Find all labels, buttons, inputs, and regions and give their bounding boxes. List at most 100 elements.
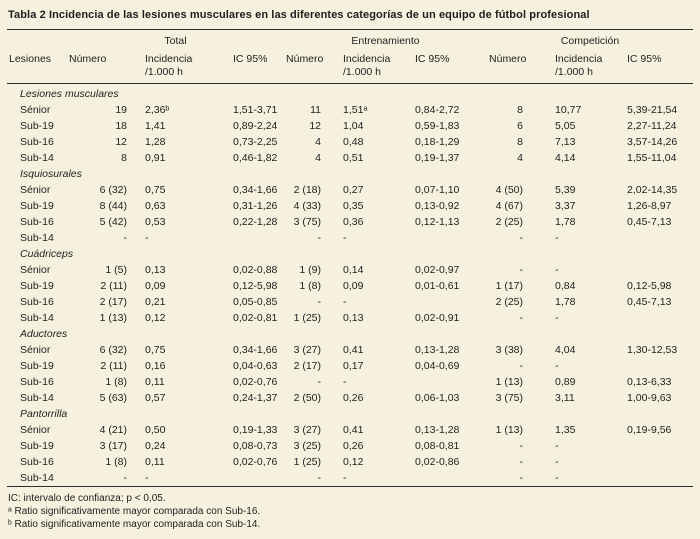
cell-ic95-total: 0,24-1,37 xyxy=(233,391,278,404)
data-row: Sub-19 3 (17) 0,24 0,08-0,73 3 (25) 0,26 0,08-… xyxy=(7,438,693,454)
cell-numero-competicion: 4 (67) xyxy=(495,199,524,212)
cell-incidencia-total: 0,16 xyxy=(145,359,166,372)
data-row: Sub-19 18 1,41 0,89-2,24 12 1,04 0,59-1,83 6 5,0… xyxy=(7,118,693,134)
data-row: Sénior 6 (32) 0,75 0,34-1,66 2 (18) 0,27 0,07-… xyxy=(7,182,693,198)
data-row: Sub-19 8 (44) 0,63 0,31-1,26 4 (33) 0,35 0,13-… xyxy=(7,198,693,214)
cell-numero-entrenamiento: 3 (27) xyxy=(293,423,322,436)
section-row: Cuádriceps xyxy=(7,246,693,262)
cell-incidencia-entrenamiento: 1,04 xyxy=(343,119,364,132)
cell-ic95-competicion: 1,55-11,04 xyxy=(627,151,677,164)
cell-incidencia-entrenamiento: 0,12 xyxy=(343,455,364,468)
cell-incidencia-total: 0,63 xyxy=(145,199,166,212)
cell-ic95-entrenamiento: 0,12-1,13 xyxy=(415,215,460,228)
cell-ic95-total: 0,02-0,81 xyxy=(233,311,278,324)
table-body: Lesiones musculares Sénior 19 2,36ᵇ 1,51-3,7… xyxy=(7,83,693,486)
section-label: Lesiones musculares xyxy=(20,87,119,100)
cell-incidencia-total: 0,75 xyxy=(145,343,166,356)
cell-ic95-entrenamiento xyxy=(411,230,487,246)
data-row: Sub-14 - - - - - - xyxy=(7,230,693,246)
cell-numero-competicion: - xyxy=(519,231,524,244)
cell-incidencia-entrenamiento: - xyxy=(343,471,347,484)
footnote-ic-definition: IC: intervalo de confianza; p < 0,05. xyxy=(8,492,166,504)
cell-incidencia-competicion: 1,78 xyxy=(555,295,576,308)
cell-ic95-competicion: 2,27-11,24 xyxy=(627,119,677,132)
cell-numero-entrenamiento: - xyxy=(317,231,322,244)
category-label: Sénior xyxy=(20,423,51,436)
cell-ic95-entrenamiento: 0,08-0,81 xyxy=(415,439,460,452)
cell-ic95-entrenamiento: 0,04-0,69 xyxy=(415,359,460,372)
cell-ic95-competicion: 0,45-7,13 xyxy=(627,215,672,228)
cell-incidencia-entrenamiento: 0,26 xyxy=(343,439,364,452)
cell-numero-total: 8 (44) xyxy=(99,199,127,212)
data-row: Sub-19 2 (11) 0,09 0,12-5,98 1 (8) 0,09 0,01-0… xyxy=(7,278,693,294)
cell-incidencia-total: 0,75 xyxy=(145,183,166,196)
cell-numero-total: 12 xyxy=(115,135,127,148)
cell-ic95-competicion xyxy=(619,438,693,454)
cell-numero-entrenamiento: 2 (18) xyxy=(293,183,322,196)
cell-ic95-total: 0,12-5,98 xyxy=(233,279,278,292)
column-header-row: Lesiones Número Incidencia /1.000 h IC 9… xyxy=(7,50,694,84)
cell-numero-competicion: 3 (38) xyxy=(495,343,524,356)
cell-numero-competicion: - xyxy=(519,263,524,276)
cell-numero-entrenamiento: 4 (33) xyxy=(293,199,322,212)
cell-ic95-total: 0,46-1,82 xyxy=(233,151,278,164)
cell-ic95-competicion: 2,02-14,35 xyxy=(627,183,678,196)
cell-ic95-entrenamiento: 0,02-0,97 xyxy=(415,263,460,276)
cell-incidencia-competicion: 3,37 xyxy=(555,199,576,212)
cell-ic95-competicion xyxy=(619,230,693,246)
cell-incidencia-total: 1,28 xyxy=(145,135,166,148)
cell-numero-entrenamiento: - xyxy=(317,375,322,388)
cell-incidencia-competicion: 5,39 xyxy=(555,183,576,196)
cell-incidencia-total: 0,91 xyxy=(145,151,166,164)
category-label: Sub-14 xyxy=(20,231,54,244)
cell-numero-total: - xyxy=(123,231,128,244)
cell-ic95-total: 0,89-2,24 xyxy=(233,119,278,132)
cell-incidencia-entrenamiento: 0,27 xyxy=(343,183,364,196)
cell-ic95-total xyxy=(221,470,284,487)
cell-incidencia-total: 0,13 xyxy=(145,263,166,276)
cell-ic95-entrenamiento: 0,84-2,72 xyxy=(415,103,460,116)
cell-incidencia-total: 1,41 xyxy=(145,119,166,132)
cell-incidencia-competicion: - xyxy=(555,231,559,244)
data-row: Sénior 6 (32) 0,75 0,34-1,66 3 (27) 0,41 0,13-… xyxy=(7,342,693,358)
cell-ic95-competicion: 3,57-14,26 xyxy=(627,135,678,148)
cell-numero-entrenamiento: 2 (17) xyxy=(293,359,322,372)
cell-ic95-total: 0,34-1,66 xyxy=(233,343,278,356)
cell-ic95-entrenamiento: 0,01-0,61 xyxy=(415,279,460,292)
data-row: Sub-16 1 (8) 0,11 0,02-0,76 - - 1 (13) 0,89 0,13… xyxy=(7,374,693,390)
cell-ic95-entrenamiento: 0,13-0,92 xyxy=(415,199,460,212)
cell-numero-entrenamiento: 3 (75) xyxy=(293,215,322,228)
category-label: Sub-19 xyxy=(20,359,54,372)
cell-ic95-competicion xyxy=(619,262,693,278)
cell-incidencia-total: 0,21 xyxy=(145,295,166,308)
cell-numero-total: 2 (17) xyxy=(99,295,127,308)
cell-numero-total: 2 (11) xyxy=(100,359,127,372)
cell-incidencia-entrenamiento: 0,35 xyxy=(343,199,364,212)
category-label: Sénior xyxy=(20,183,51,196)
cell-ic95-entrenamiento: 0,59-1,83 xyxy=(415,119,460,132)
cell-numero-total: 6 (32) xyxy=(99,343,127,356)
cell-ic95-total: 0,73-2,25 xyxy=(233,135,278,148)
cell-incidencia-entrenamiento: 0,48 xyxy=(343,135,364,148)
data-row: Sénior 19 2,36ᵇ 1,51-3,71 11 1,51ᵃ 0,84-2,72 8 1… xyxy=(7,102,693,118)
cell-numero-entrenamiento: - xyxy=(317,471,322,484)
data-row: Sénior 1 (5) 0,13 0,02-0,88 1 (9) 0,14 0,02-0,… xyxy=(7,262,693,278)
cell-numero-total: 1 (5) xyxy=(105,263,127,276)
cell-numero-total: 5 (42) xyxy=(99,215,127,228)
cell-ic95-competicion xyxy=(619,454,693,470)
cell-numero-competicion: 4 xyxy=(517,151,524,164)
cell-ic95-competicion xyxy=(619,470,693,487)
cell-numero-total: 3 (17) xyxy=(99,439,127,452)
cell-incidencia-competicion: - xyxy=(555,263,559,276)
category-label: Sub-19 xyxy=(20,199,54,212)
cell-numero-total: 6 (32) xyxy=(99,183,127,196)
data-row: Sub-16 1 (8) 0,11 0,02-0,76 1 (25) 0,12 0,02-0… xyxy=(7,454,693,470)
group-header-competicion: Competición xyxy=(560,35,620,47)
cell-incidencia-total: 0,11 xyxy=(145,375,165,388)
cell-ic95-entrenamiento: 0,18-1,29 xyxy=(415,135,460,148)
col-header-incidencia-total: Incidencia /1.000 h xyxy=(131,50,221,84)
cell-incidencia-total: 0,24 xyxy=(145,439,166,452)
category-label: Sub-16 xyxy=(20,135,54,148)
category-label: Sub-19 xyxy=(20,279,54,292)
